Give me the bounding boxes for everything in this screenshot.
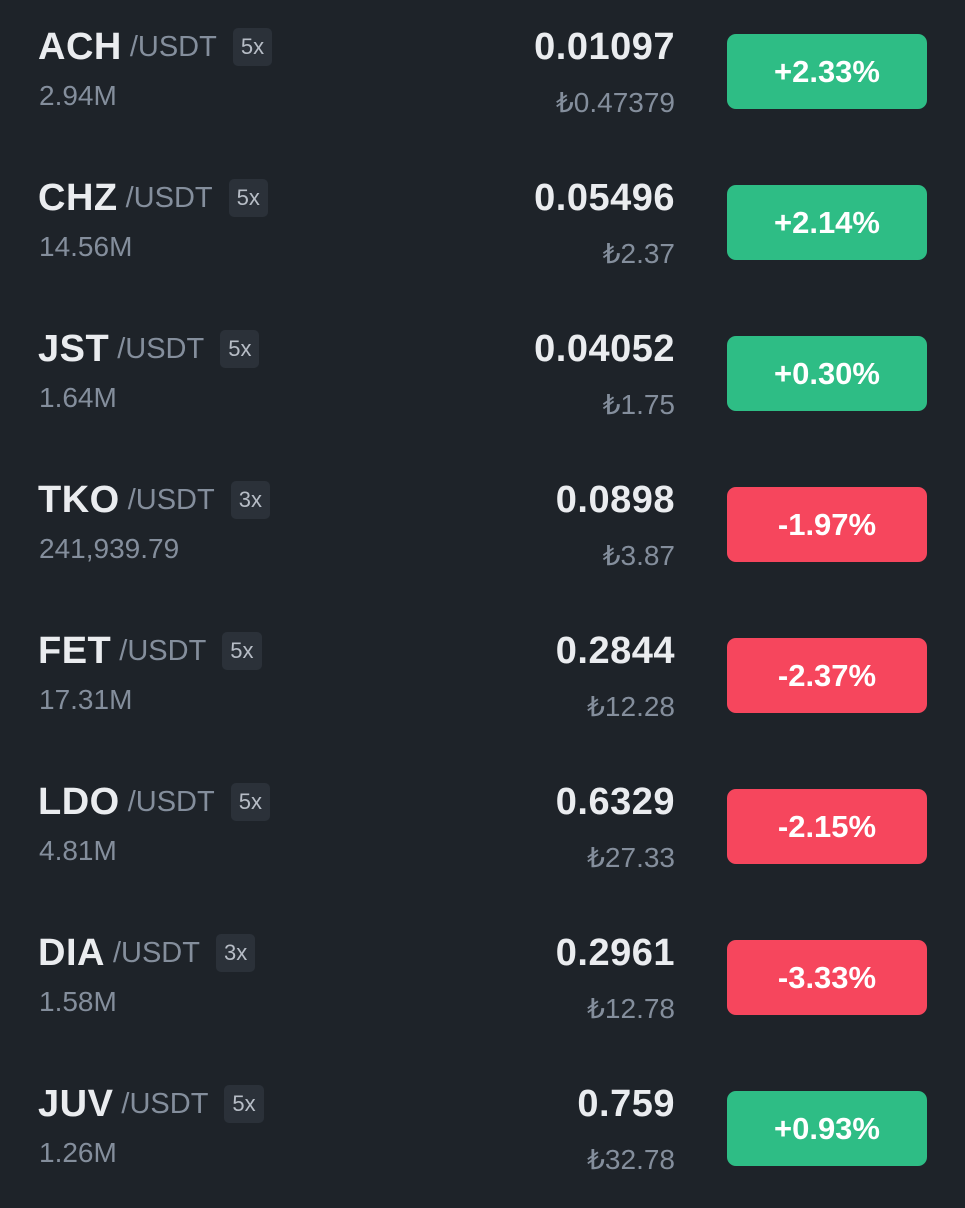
quote-symbol: /USDT (119, 634, 207, 667)
leverage-badge: 5x (224, 1085, 264, 1123)
leverage-badge: 5x (220, 330, 260, 368)
volume-24h: 1.64M (39, 382, 117, 413)
quote-symbol: /USDT (127, 785, 215, 818)
change-percent-button[interactable]: -2.15% (727, 789, 927, 864)
local-currency-price: ₺0.47379 (555, 87, 675, 118)
local-currency-price: ₺2.37 (602, 238, 675, 269)
quote-symbol: /USDT (121, 1087, 209, 1120)
trading-pair: CHZ /USDT 5x (38, 175, 268, 221)
volume-24h: 4.81M (39, 835, 117, 866)
change-percent-button[interactable]: -1.97% (727, 487, 927, 562)
leverage-badge: 5x (222, 632, 262, 670)
quote-symbol: /USDT (127, 483, 215, 516)
base-symbol: FET (38, 629, 112, 672)
trading-pair: DIA /USDT 3x (38, 930, 256, 976)
base-symbol: ACH (38, 25, 122, 68)
local-currency-price: ₺27.33 (587, 842, 675, 873)
change-percent-button[interactable]: -3.33% (727, 940, 927, 1015)
quote-symbol: /USDT (117, 332, 205, 365)
leverage-badge: 3x (230, 481, 270, 519)
change-percent-button[interactable]: +0.93% (727, 1091, 927, 1166)
base-symbol: JST (38, 327, 110, 370)
last-price: 0.05496 (534, 177, 675, 219)
last-price: 0.0898 (555, 479, 675, 521)
last-price: 0.2844 (555, 630, 675, 672)
base-symbol: CHZ (38, 176, 118, 219)
quote-symbol: /USDT (112, 936, 200, 969)
trading-pair: JST /USDT 5x (38, 326, 260, 372)
market-row-dia[interactable]: DIA /USDT 3x 1.58M 0.2961 ₺12.78 -3.33% (0, 906, 965, 1057)
change-percent-button[interactable]: +0.30% (727, 336, 927, 411)
trading-pair: TKO /USDT 3x (38, 477, 270, 523)
market-row-chz[interactable]: CHZ /USDT 5x 14.56M 0.05496 ₺2.37 +2.14% (0, 151, 965, 302)
change-percent-button[interactable]: -2.37% (727, 638, 927, 713)
last-price: 0.759 (577, 1083, 675, 1125)
market-row-ldo[interactable]: LDO /USDT 5x 4.81M 0.6329 ₺27.33 -2.15% (0, 755, 965, 906)
market-row-ach[interactable]: ACH /USDT 5x 2.94M 0.01097 ₺0.47379 +2.3… (0, 0, 965, 151)
trading-pair: FET /USDT 5x (38, 628, 262, 674)
local-currency-price: ₺3.87 (602, 540, 675, 571)
local-currency-price: ₺1.75 (602, 389, 675, 420)
volume-24h: 17.31M (39, 684, 133, 715)
market-row-tko[interactable]: TKO /USDT 3x 241,939.79 0.0898 ₺3.87 -1.… (0, 453, 965, 604)
base-symbol: JUV (38, 1082, 114, 1125)
leverage-badge: 3x (215, 934, 256, 972)
last-price: 0.01097 (534, 26, 675, 68)
change-percent-button[interactable]: +2.14% (727, 185, 927, 260)
volume-24h: 14.56M (39, 231, 133, 262)
volume-24h: 2.94M (39, 80, 117, 111)
last-price: 0.6329 (555, 781, 675, 823)
trading-pair: JUV /USDT 5x (38, 1081, 264, 1127)
leverage-badge: 5x (230, 783, 270, 821)
market-row-jst[interactable]: JST /USDT 5x 1.64M 0.04052 ₺1.75 +0.30% (0, 302, 965, 453)
volume-24h: 241,939.79 (39, 533, 180, 564)
base-symbol: LDO (38, 780, 120, 823)
last-price: 0.04052 (534, 328, 675, 370)
volume-24h: 1.58M (39, 986, 117, 1017)
base-symbol: TKO (38, 478, 120, 521)
quote-symbol: /USDT (125, 181, 213, 214)
volume-24h: 1.26M (39, 1137, 117, 1168)
local-currency-price: ₺12.78 (587, 993, 675, 1024)
quote-symbol: /USDT (129, 30, 217, 63)
leverage-badge: 5x (232, 28, 273, 66)
base-symbol: DIA (38, 931, 105, 974)
local-currency-price: ₺32.78 (587, 1144, 675, 1175)
trading-pair: LDO /USDT 5x (38, 779, 270, 825)
local-currency-price: ₺12.28 (587, 691, 675, 722)
last-price: 0.2961 (555, 932, 675, 974)
change-percent-button[interactable]: +2.33% (727, 34, 927, 109)
market-row-fet[interactable]: FET /USDT 5x 17.31M 0.2844 ₺12.28 -2.37% (0, 604, 965, 755)
trading-pair: ACH /USDT 5x (38, 24, 273, 70)
leverage-badge: 5x (228, 179, 268, 217)
market-row-juv[interactable]: JUV /USDT 5x 1.26M 0.759 ₺32.78 +0.93% (0, 1057, 965, 1208)
